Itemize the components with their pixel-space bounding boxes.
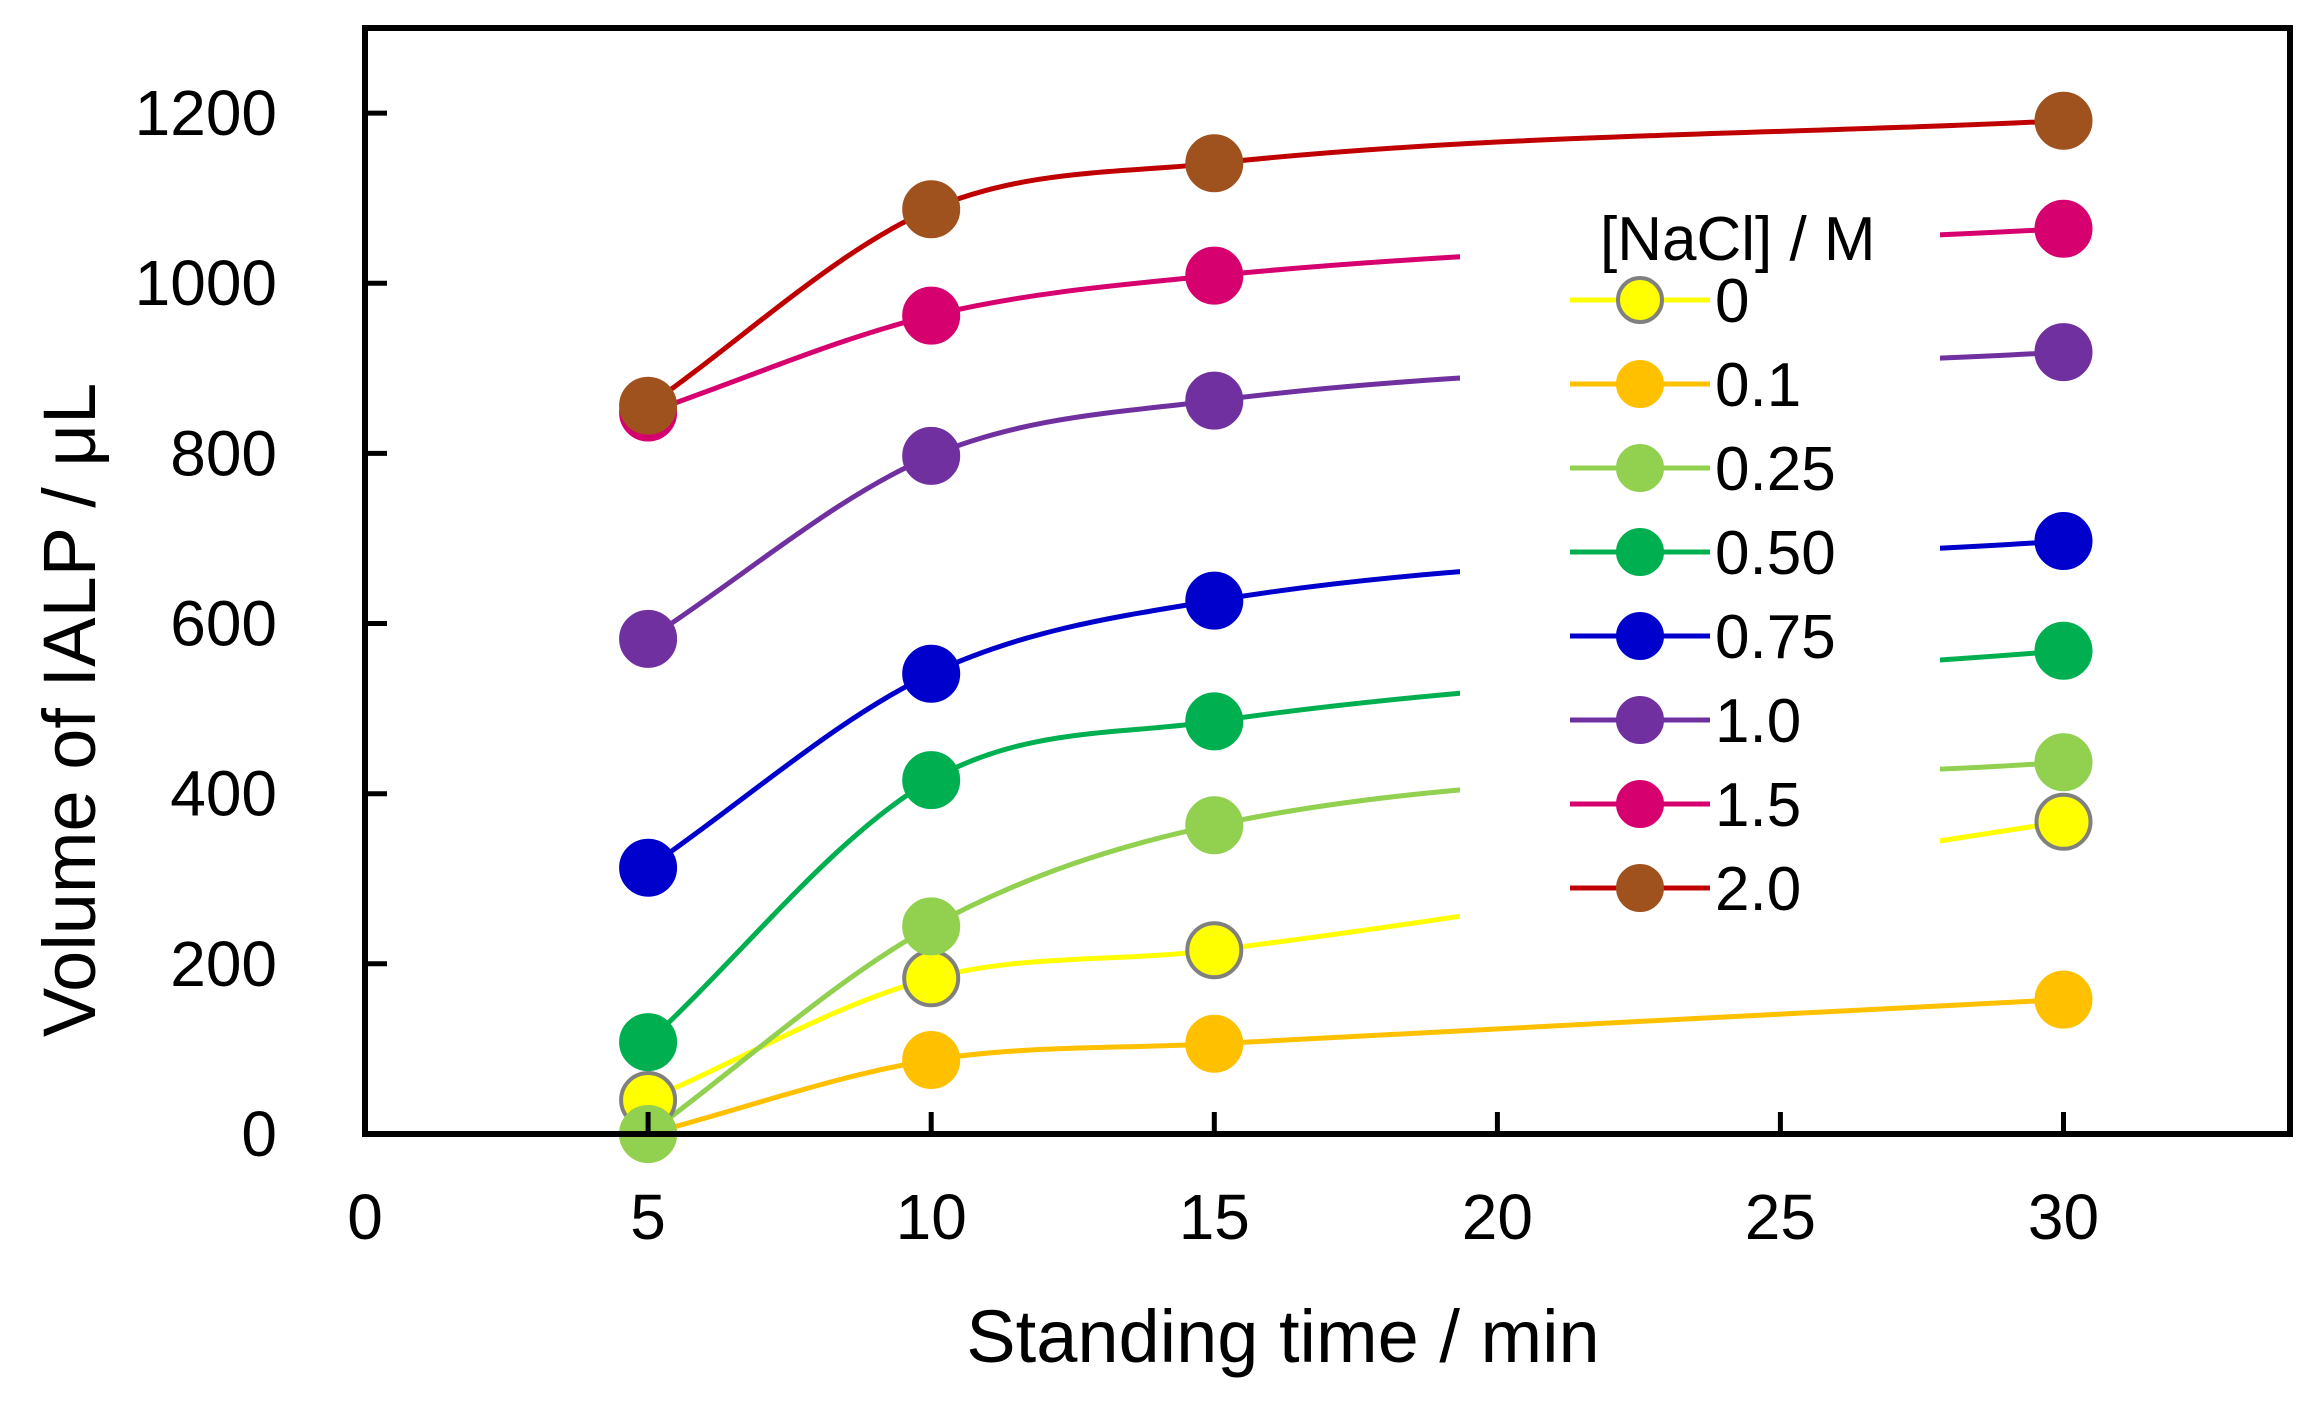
ticks-layer: 0 5 10 15 20 25 30 0 200 400 600 800 1000 1200: [135, 77, 2099, 1253]
legend: [NaCl] / M 0 0.1 0.25 0.50 0.75 1.0 1.5 2.0: [1460, 200, 1940, 962]
legend-label-0: 0: [1715, 267, 1749, 336]
series-layer: [619, 91, 2093, 1163]
legend-marker-0: [1616, 276, 1664, 324]
data-point-0.25-10: [902, 897, 961, 956]
y-tick-label-400: 400: [170, 758, 277, 830]
frame-layer: [362, 25, 2293, 1137]
x-tick-label-15: 15: [1179, 1181, 1250, 1253]
x-tick-label-20: 20: [1462, 1181, 1533, 1253]
legend-label-0.75: 0.75: [1715, 603, 1836, 672]
data-point-1.5-10: [902, 286, 961, 345]
legend-title: [NaCl] / M: [1600, 205, 1876, 274]
data-point-2.0-5: [619, 376, 678, 435]
data-point-1.0-15: [1185, 371, 1244, 430]
data-point-0.75-10: [902, 644, 961, 703]
data-point-1.0-30: [2034, 323, 2093, 382]
y-tick-label-1200: 1200: [135, 77, 277, 149]
data-point-0.25-15: [1185, 796, 1244, 855]
legend-label-0.50: 0.50: [1715, 519, 1836, 588]
data-point-0.50-5: [619, 1013, 678, 1072]
y-tick-label-0: 0: [241, 1098, 277, 1170]
data-point-1.0-10: [902, 426, 961, 485]
data-point-0.50-10: [902, 751, 961, 810]
data-point-0.75-15: [1185, 571, 1244, 630]
legend-label-0.1: 0.1: [1715, 351, 1801, 420]
legend-marker-1.5: [1616, 780, 1664, 828]
y-tick-label-800: 800: [170, 417, 277, 489]
x-tick-label-30: 30: [2028, 1181, 2099, 1253]
legend-marker-1.0: [1616, 696, 1664, 744]
data-point-0-10: [902, 949, 961, 1008]
y-tick-label-600: 600: [170, 588, 277, 660]
data-point-0-15: [1185, 921, 1244, 980]
x-tick-label-25: 25: [1745, 1181, 1816, 1253]
legend-marker-0.75: [1616, 612, 1664, 660]
data-point-1.5-30: [2034, 199, 2093, 258]
legend-label-1.5: 1.5: [1715, 771, 1801, 840]
legend-marker-2.0: [1616, 864, 1664, 912]
data-point-0.75-5: [619, 838, 678, 897]
data-point-0.1-30: [2034, 970, 2093, 1029]
y-tick-label-200: 200: [170, 928, 277, 1000]
legend-label-0.25: 0.25: [1715, 435, 1836, 504]
data-point-0.50-30: [2034, 621, 2093, 680]
x-axis-title: Standing time / min: [966, 1295, 1599, 1378]
data-point-0-30: [2034, 792, 2093, 851]
data-point-2.0-10: [902, 180, 961, 239]
legend-marker-0.50: [1616, 528, 1664, 576]
x-tick-label-5: 5: [630, 1181, 666, 1253]
data-point-0.50-15: [1185, 692, 1244, 751]
plot-frame: [362, 25, 2293, 1137]
data-point-0.25-30: [2034, 733, 2093, 792]
data-point-1.5-15: [1185, 246, 1244, 305]
x-tick-label-0: 0: [347, 1181, 383, 1253]
x-tick-label-10: 10: [896, 1181, 967, 1253]
y-tick-label-1000: 1000: [135, 247, 277, 319]
legend-background: [1460, 200, 1940, 962]
y-axis-title: Volume of IALP / μL: [28, 383, 111, 1037]
data-point-2.0-30: [2034, 91, 2093, 150]
data-point-2.0-15: [1185, 134, 1244, 193]
legend-marker-0.1: [1616, 360, 1664, 408]
legend-marker-0.25: [1616, 444, 1664, 492]
legend-label-1.0: 1.0: [1715, 687, 1801, 756]
series-line-0.1: [647, 997, 2064, 1137]
legend-label-2.0: 2.0: [1715, 855, 1801, 924]
data-point-1.0-5: [619, 609, 678, 668]
data-point-0.1-10: [902, 1031, 961, 1089]
data-point-0.75-30: [2034, 512, 2093, 570]
series-line-2.0: [646, 118, 2064, 408]
data-point-0.1-15: [1185, 1014, 1244, 1073]
